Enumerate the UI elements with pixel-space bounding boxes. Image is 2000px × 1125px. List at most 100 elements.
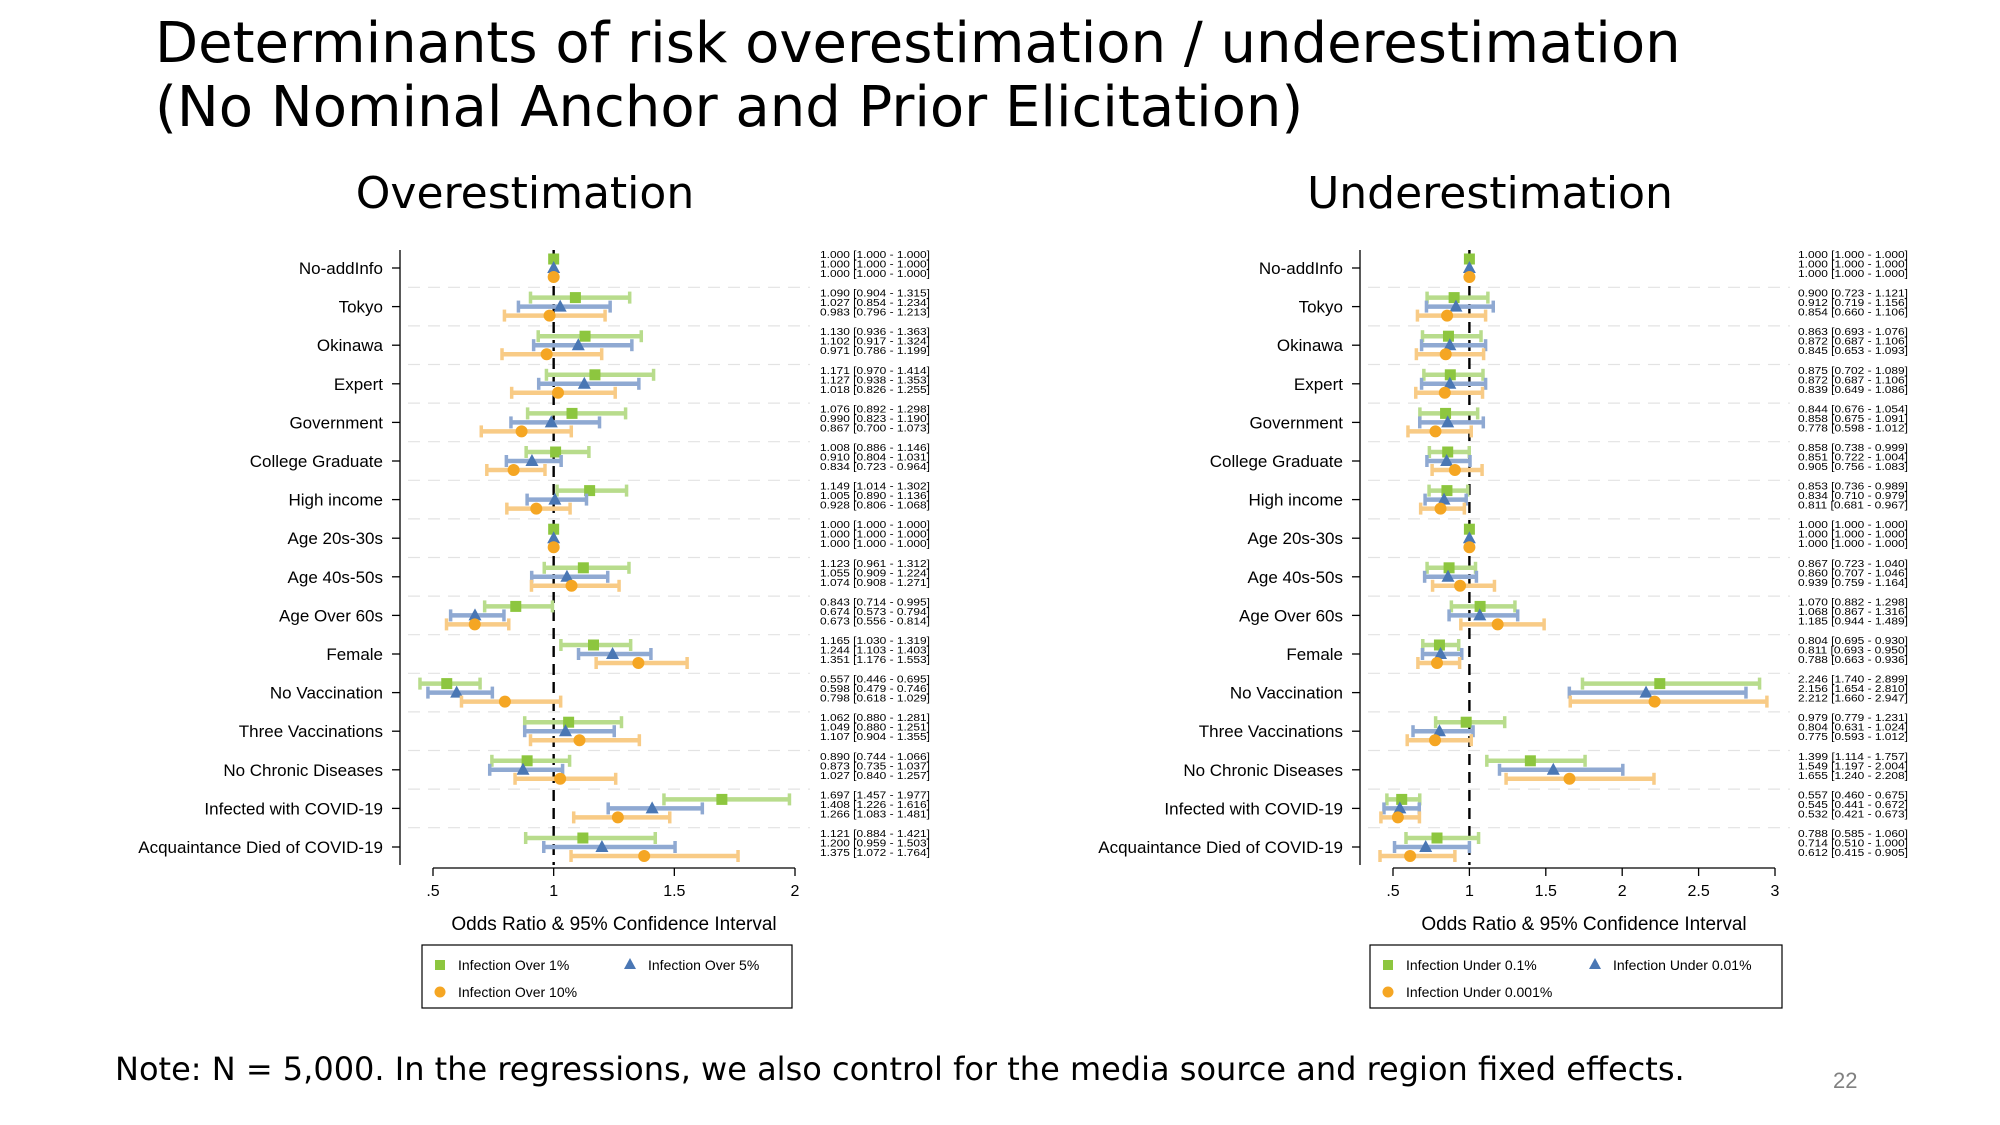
point-square	[510, 600, 522, 612]
x-tick-label: 2.5	[1687, 883, 1709, 900]
category-label: Government	[289, 413, 383, 432]
data-label: 1.000 [1.000 - 1.000]	[820, 520, 930, 531]
category-label: No-addInfo	[299, 259, 383, 278]
data-label: 0.804 [0.695 - 0.930]	[1798, 636, 1908, 647]
point-square	[1443, 562, 1455, 574]
point-triangle	[1419, 840, 1433, 852]
point-square	[566, 407, 578, 419]
data-label: 0.845 [0.653 - 1.093]	[1798, 346, 1908, 357]
category-label: Age 40s-50s	[1248, 568, 1343, 587]
data-label: 1.127 [0.938 - 1.353]	[820, 375, 930, 386]
point-triangle	[1441, 415, 1455, 428]
point-square	[587, 639, 599, 651]
point-square	[550, 446, 562, 458]
data-label: 0.910 [0.804 - 1.031]	[820, 453, 930, 464]
point-circle	[573, 734, 586, 747]
point-triangle	[544, 415, 558, 428]
point-circle	[632, 657, 645, 669]
legend-marker-square	[1383, 960, 1393, 970]
point-circle	[1429, 425, 1442, 438]
data-label: 0.714 [0.510 - 1.000]	[1798, 839, 1908, 850]
point-circle	[1448, 464, 1461, 476]
point-triangle	[1443, 376, 1457, 389]
x-tick-label: 2	[791, 883, 800, 900]
panel-title-underestimation: Underestimation	[1307, 168, 1673, 219]
category-label: College Graduate	[1210, 452, 1343, 471]
data-label: 1.244 [1.103 - 1.403]	[820, 646, 930, 657]
point-square	[1524, 755, 1536, 767]
category-label: Tokyo	[1299, 298, 1343, 317]
point-circle	[565, 579, 578, 592]
data-label: 0.990 [0.823 - 1.190]	[820, 414, 930, 425]
legend-marker-circle	[434, 986, 446, 998]
data-label: 0.775 [0.593 - 1.012]	[1798, 732, 1908, 743]
category-label: Three Vaccinations	[239, 722, 383, 741]
point-circle	[543, 309, 556, 322]
data-label: 1.000 [1.000 - 1.000]	[820, 539, 930, 550]
point-triangle	[1546, 762, 1560, 775]
point-circle	[1431, 657, 1444, 669]
data-label: 1.107 [0.904 - 1.355]	[820, 732, 930, 743]
point-square	[569, 292, 581, 304]
legend-box	[1369, 944, 1783, 1009]
slide-title-line2: (No Nominal Anchor and Prior Elicitation…	[155, 75, 1304, 140]
legend-marker-triangle	[1589, 958, 1601, 969]
legend-label: Infection Over 5%	[648, 957, 759, 973]
point-square	[548, 523, 560, 535]
point-triangle	[1449, 299, 1463, 312]
point-circle	[547, 271, 560, 283]
point-triangle	[1443, 338, 1457, 351]
data-label: 1.000 [1.000 - 1.000]	[820, 269, 930, 280]
data-label: 0.905 [0.756 - 1.083]	[1798, 462, 1908, 473]
data-label: 1.121 [0.884 - 1.421]	[820, 829, 930, 840]
point-square	[441, 678, 453, 690]
point-square	[1654, 678, 1666, 690]
data-label: 0.673 [0.556 - 0.814]	[820, 616, 930, 627]
data-label: 0.875 [0.702 - 1.089]	[1798, 366, 1908, 377]
category-label: Government	[1249, 413, 1343, 432]
point-circle	[554, 772, 567, 785]
footnote: Note: N = 5,000. In the regressions, we …	[115, 1050, 1685, 1088]
data-label: 1.055 [0.909 - 1.224]	[820, 568, 930, 579]
x-axis-label: Odds Ratio & 95% Confidence Interval	[1421, 914, 1746, 935]
data-label: 0.798 [0.618 - 1.029]	[820, 694, 930, 705]
point-triangle	[1393, 801, 1407, 814]
legend-label: Infection Over 1%	[458, 957, 569, 973]
category-label: Infected with COVID-19	[204, 799, 383, 818]
category-label: Age Over 60s	[279, 606, 383, 625]
point-triangle	[450, 685, 464, 698]
point-square	[1441, 485, 1453, 497]
data-label: 1.165 [1.030 - 1.319]	[820, 636, 930, 647]
underestimation-chart: No-addInfo Tokyo Okinawa Expert Government Co…	[1098, 250, 1908, 1009]
x-tick-label: 2	[1618, 883, 1627, 900]
point-circle	[611, 811, 624, 824]
data-label: 1.027 [0.840 - 1.257]	[820, 771, 930, 782]
point-circle	[1491, 618, 1504, 631]
legend-marker-circle	[1382, 986, 1394, 998]
legend-marker-triangle	[624, 958, 636, 969]
point-square	[1474, 600, 1486, 612]
point-triangle	[516, 762, 530, 775]
category-label: Female	[1286, 645, 1343, 664]
data-label: 1.266 [1.083 - 1.481]	[820, 809, 930, 820]
data-label: 0.890 [0.744 - 1.066]	[820, 752, 930, 763]
category-label: No-addInfo	[1259, 259, 1343, 278]
data-label: 1.062 [0.880 - 1.281]	[820, 713, 930, 724]
data-label: 0.788 [0.585 - 1.060]	[1798, 829, 1908, 840]
slide-title-line1: Determinants of risk overestimation / un…	[155, 11, 1681, 76]
data-label: 1.549 [1.197 - 2.004]	[1798, 761, 1908, 772]
point-circle	[530, 502, 543, 515]
point-triangle	[468, 608, 482, 621]
category-label: Age 20s-30s	[288, 529, 383, 548]
point-circle	[1648, 695, 1661, 708]
point-square	[1431, 832, 1443, 844]
point-triangle	[558, 724, 572, 737]
category-label: Expert	[1294, 375, 1343, 394]
data-label: 1.018 [0.826 - 1.255]	[820, 385, 930, 396]
data-label: 0.983 [0.796 - 1.213]	[820, 308, 930, 319]
data-label: 0.860 [0.707 - 1.046]	[1798, 568, 1908, 579]
point-triangle	[1441, 569, 1455, 582]
data-label: 1.655 [1.240 - 2.208]	[1798, 771, 1908, 782]
data-label: 0.674 [0.573 - 0.794]	[820, 607, 930, 618]
